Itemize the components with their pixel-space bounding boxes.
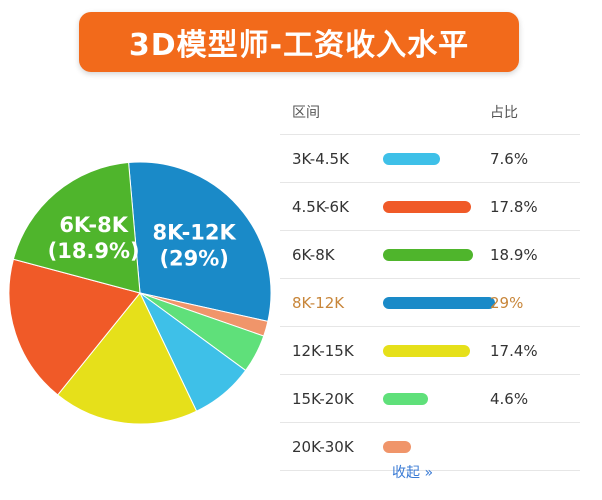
share-bar <box>383 248 474 261</box>
row-share: 18.9% <box>490 245 538 264</box>
table-row: 4.5K-6K 17.8% <box>280 183 580 231</box>
pie-slice-4_5k-6k <box>8 258 141 396</box>
collapse-link[interactable]: 收起 » <box>392 465 434 481</box>
header-share: 占比 <box>490 105 518 121</box>
table-rows: 3K-4.5K 7.6% 4.5K-6K 17.8% 6K-8K 18.9% 8K-12K 2… <box>280 135 580 471</box>
row-share: 17.8% <box>490 197 538 216</box>
share-bar <box>383 200 471 213</box>
pie-chart: 8K-12K (29%) 6K-8K (18.9%) <box>8 161 272 425</box>
share-bar <box>383 296 495 309</box>
table-row: 8K-12K 29% <box>280 279 580 327</box>
table-row: 20K-30K <box>280 423 580 471</box>
pie-label-name: 8K-12K <box>153 221 237 245</box>
share-bar <box>383 392 428 405</box>
row-range: 15K-20K <box>292 389 354 408</box>
row-share: 29% <box>490 293 524 312</box>
row-share: 7.6% <box>490 149 529 168</box>
row-range: 3K-4.5K <box>292 149 349 168</box>
salary-table: 区间 占比 3K-4.5K 7.6% 4.5K-6K 17.8% 6K-8K 18.9% 8… <box>280 90 580 471</box>
row-range: 6K-8K <box>292 245 335 264</box>
table-row: 15K-20K 4.6% <box>280 375 580 423</box>
pie-label: 8K-12K (29%) <box>153 221 237 271</box>
share-bar <box>383 152 441 165</box>
pie-slice-8k-12k <box>128 161 272 322</box>
pie-label: 6K-8K (18.9%) <box>48 213 140 263</box>
header-range: 区间 <box>292 105 320 121</box>
share-bar <box>383 344 470 357</box>
table-header: 区间 占比 <box>280 90 580 135</box>
table-row: 12K-15K 17.4% <box>280 327 580 375</box>
table-row: 3K-4.5K 7.6% <box>280 135 580 183</box>
row-range: 12K-15K <box>292 341 354 360</box>
row-range: 20K-30K <box>292 437 354 456</box>
page-title: 3D模型师-工资收入水平 <box>128 28 470 63</box>
pie-slice-12k-15k <box>56 292 198 425</box>
title-banner: 3D模型师-工资收入水平 <box>79 12 519 72</box>
row-range: 8K-12K <box>292 293 345 312</box>
row-share: 4.6% <box>490 389 529 408</box>
table-row: 6K-8K 18.9% <box>280 231 580 279</box>
pie-label-value: (18.9%) <box>48 239 140 263</box>
pie-label-value: (29%) <box>159 247 228 271</box>
pie-slice-6k-8k <box>12 161 141 294</box>
row-share: 17.4% <box>490 341 538 360</box>
share-bar <box>383 440 411 453</box>
pie-label-name: 6K-8K <box>59 213 128 237</box>
row-range: 4.5K-6K <box>292 197 349 216</box>
